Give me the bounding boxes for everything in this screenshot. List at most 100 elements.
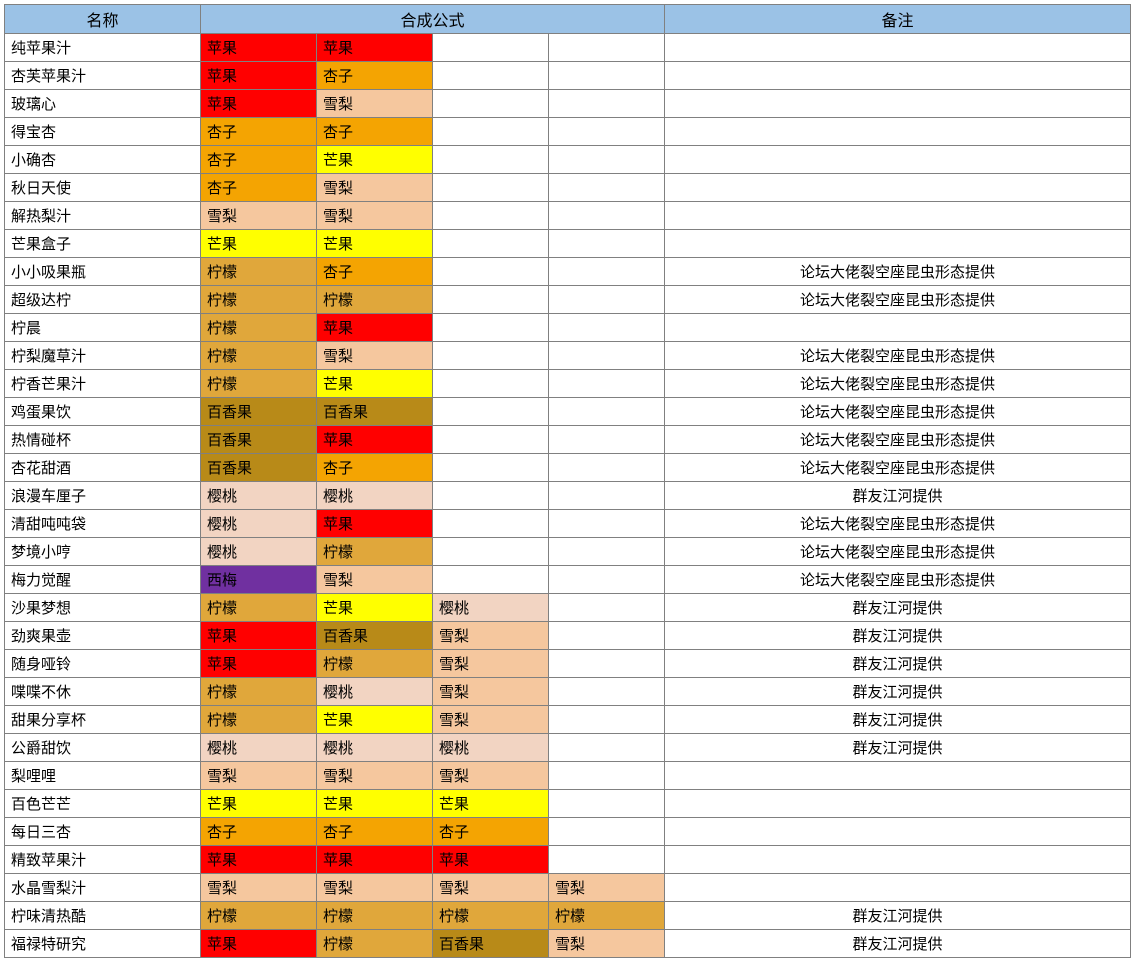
ingredient-cell <box>549 454 665 482</box>
ingredient-cell: 杏子 <box>201 118 317 146</box>
ingredient-cell <box>549 510 665 538</box>
ingredient-cell: 杏子 <box>201 146 317 174</box>
ingredient-cell <box>549 90 665 118</box>
remark-cell: 论坛大佬裂空座昆虫形态提供 <box>665 538 1131 566</box>
ingredient-cell: 雪梨 <box>433 762 549 790</box>
ingredient-cell: 芒果 <box>317 146 433 174</box>
ingredient-cell <box>433 370 549 398</box>
ingredient-cell: 芒果 <box>317 370 433 398</box>
ingredient-cell: 百香果 <box>433 930 549 958</box>
ingredient-cell: 雪梨 <box>433 874 549 902</box>
ingredient-cell <box>433 314 549 342</box>
ingredient-cell: 雪梨 <box>317 174 433 202</box>
recipe-name-cell: 超级达柠 <box>5 286 201 314</box>
ingredient-cell <box>433 202 549 230</box>
ingredient-cell: 雪梨 <box>549 874 665 902</box>
recipe-name-cell: 随身哑铃 <box>5 650 201 678</box>
remark-cell: 论坛大佬裂空座昆虫形态提供 <box>665 426 1131 454</box>
ingredient-cell <box>549 678 665 706</box>
recipe-name-cell: 水晶雪梨汁 <box>5 874 201 902</box>
ingredient-cell: 樱桃 <box>433 734 549 762</box>
ingredient-cell: 柠檬 <box>433 902 549 930</box>
ingredient-cell: 百香果 <box>201 454 317 482</box>
ingredient-cell: 杏子 <box>317 62 433 90</box>
ingredient-cell: 柠檬 <box>201 342 317 370</box>
ingredient-cell: 苹果 <box>201 622 317 650</box>
ingredient-cell <box>549 706 665 734</box>
ingredient-cell: 柠檬 <box>201 594 317 622</box>
remark-cell: 群友江河提供 <box>665 622 1131 650</box>
ingredient-cell: 雪梨 <box>317 874 433 902</box>
remark-cell: 群友江河提供 <box>665 930 1131 958</box>
table-row: 沙果梦想柠檬芒果樱桃群友江河提供 <box>5 594 1131 622</box>
ingredient-cell: 芒果 <box>433 790 549 818</box>
recipe-name-cell: 梨哩哩 <box>5 762 201 790</box>
recipe-name-cell: 柠香芒果汁 <box>5 370 201 398</box>
ingredient-cell: 樱桃 <box>201 734 317 762</box>
remark-cell: 论坛大佬裂空座昆虫形态提供 <box>665 286 1131 314</box>
table-row: 柠香芒果汁柠檬芒果 论坛大佬裂空座昆虫形态提供 <box>5 370 1131 398</box>
ingredient-cell: 芒果 <box>201 230 317 258</box>
ingredient-cell <box>433 258 549 286</box>
recipe-name-cell: 杏芙苹果汁 <box>5 62 201 90</box>
ingredient-cell <box>549 622 665 650</box>
ingredient-cell: 芒果 <box>317 706 433 734</box>
table-row: 百色芒芒芒果芒果芒果 <box>5 790 1131 818</box>
ingredient-cell: 樱桃 <box>317 734 433 762</box>
table-body: 纯苹果汁苹果苹果杏芙苹果汁苹果杏子玻璃心苹果雪梨得宝杏杏子杏子小确杏杏子芒果秋日… <box>5 34 1131 958</box>
ingredient-cell: 苹果 <box>201 90 317 118</box>
recipe-name-cell: 清甜吨吨袋 <box>5 510 201 538</box>
ingredient-cell: 杏子 <box>433 818 549 846</box>
recipe-name-cell: 秋日天使 <box>5 174 201 202</box>
recipe-name-cell: 得宝杏 <box>5 118 201 146</box>
table-row: 梦境小哼樱桃柠檬论坛大佬裂空座昆虫形态提供 <box>5 538 1131 566</box>
ingredient-cell: 芒果 <box>201 790 317 818</box>
ingredient-cell: 雪梨 <box>317 566 433 594</box>
ingredient-cell <box>549 426 665 454</box>
ingredient-cell: 芒果 <box>317 594 433 622</box>
ingredient-cell: 樱桃 <box>317 678 433 706</box>
ingredient-cell <box>549 342 665 370</box>
table-row: 柠梨魔草汁柠檬雪梨论坛大佬裂空座昆虫形态提供 <box>5 342 1131 370</box>
table-row: 浪漫车厘子樱桃樱桃群友江河提供 <box>5 482 1131 510</box>
ingredient-cell <box>549 482 665 510</box>
ingredient-cell <box>549 734 665 762</box>
remark-cell <box>665 762 1131 790</box>
ingredient-cell <box>433 174 549 202</box>
remark-cell: 论坛大佬裂空座昆虫形态提供 <box>665 370 1131 398</box>
ingredient-cell <box>549 286 665 314</box>
ingredient-cell <box>549 594 665 622</box>
ingredient-cell <box>549 258 665 286</box>
ingredient-cell: 柠檬 <box>317 902 433 930</box>
ingredient-cell: 雪梨 <box>201 762 317 790</box>
table-row: 梅力觉醒西梅雪梨论坛大佬裂空座昆虫形态提供 <box>5 566 1131 594</box>
ingredient-cell: 苹果 <box>201 34 317 62</box>
remark-cell <box>665 90 1131 118</box>
remark-cell: 群友江河提供 <box>665 594 1131 622</box>
ingredient-cell <box>549 62 665 90</box>
ingredient-cell: 芒果 <box>317 230 433 258</box>
table-row: 甜果分享杯柠檬芒果雪梨群友江河提供 <box>5 706 1131 734</box>
ingredient-cell <box>433 146 549 174</box>
remark-cell: 群友江河提供 <box>665 482 1131 510</box>
ingredient-cell: 柠檬 <box>201 314 317 342</box>
ingredient-cell: 雪梨 <box>201 874 317 902</box>
remark-cell: 论坛大佬裂空座昆虫形态提供 <box>665 258 1131 286</box>
ingredient-cell: 雪梨 <box>433 678 549 706</box>
table-row: 公爵甜饮樱桃樱桃樱桃群友江河提供 <box>5 734 1131 762</box>
ingredient-cell: 杏子 <box>317 118 433 146</box>
ingredient-cell: 苹果 <box>317 314 433 342</box>
table-row: 得宝杏杏子杏子 <box>5 118 1131 146</box>
ingredient-cell <box>433 566 549 594</box>
remark-cell <box>665 202 1131 230</box>
ingredient-cell: 柠檬 <box>201 370 317 398</box>
ingredient-cell <box>549 146 665 174</box>
ingredient-cell <box>549 790 665 818</box>
ingredient-cell <box>433 62 549 90</box>
table-row: 芒果盒子芒果芒果 <box>5 230 1131 258</box>
ingredient-cell: 樱桃 <box>433 594 549 622</box>
table-row: 福禄特研究苹果柠檬百香果雪梨群友江河提供 <box>5 930 1131 958</box>
ingredient-cell <box>433 426 549 454</box>
header-remark: 备注 <box>665 5 1131 34</box>
table-row: 喋喋不休柠檬樱桃雪梨群友江河提供 <box>5 678 1131 706</box>
